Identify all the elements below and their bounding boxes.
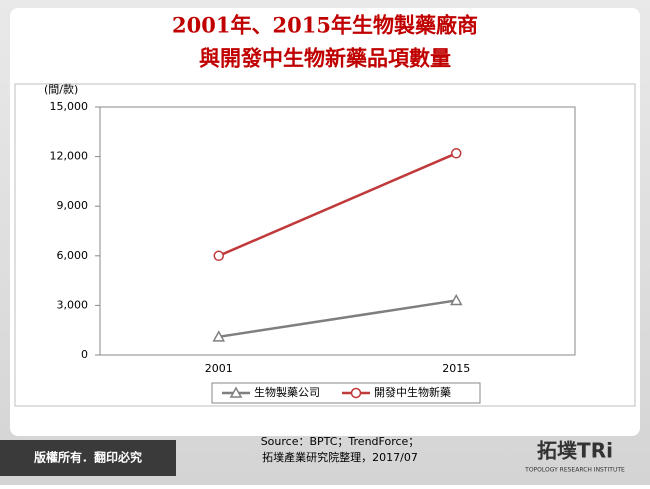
x-tick-label: 2001 (205, 362, 233, 375)
data-point (451, 148, 462, 159)
y-tick-label: 9,000 (57, 199, 89, 212)
copyright: 版權所有．翻印必究 (34, 450, 142, 465)
legend-marker (229, 386, 243, 398)
legend-label: 生物製藥公司 (254, 385, 320, 399)
y-tick-label: 15,000 (50, 100, 89, 113)
chart-frame (14, 83, 636, 407)
footer-bar (0, 440, 176, 476)
y-tick-label: 0 (81, 348, 88, 361)
y-tick-label: 6,000 (57, 249, 89, 262)
y-unit: (間/款) (44, 82, 78, 96)
series-line (218, 152, 457, 257)
source: Source：BPTC；TrendForce； (261, 435, 420, 448)
legend-marker (350, 387, 362, 399)
data-point (212, 330, 226, 342)
source: 拓墣產業研究院整理，2017/07 (262, 450, 418, 464)
logo: 拓墣TRi (537, 439, 613, 463)
x-tick-label: 2015 (442, 362, 470, 375)
plot-area (99, 106, 576, 356)
chart-title-line: 2001年、2015年生物製藥廠商 (172, 13, 478, 38)
series-line (218, 299, 457, 339)
data-point (213, 250, 224, 262)
y-tick-label: 3,000 (57, 298, 89, 311)
data-point (449, 293, 463, 306)
chart-title-line: 與開發中生物新藥品項數量 (199, 46, 451, 71)
logo-subtitle: TOPOLOGY RESEARCH INSTITUTE (524, 467, 625, 474)
legend-label: 開發中生物新藥 (374, 385, 451, 399)
y-tick-label: 12,000 (50, 150, 89, 163)
